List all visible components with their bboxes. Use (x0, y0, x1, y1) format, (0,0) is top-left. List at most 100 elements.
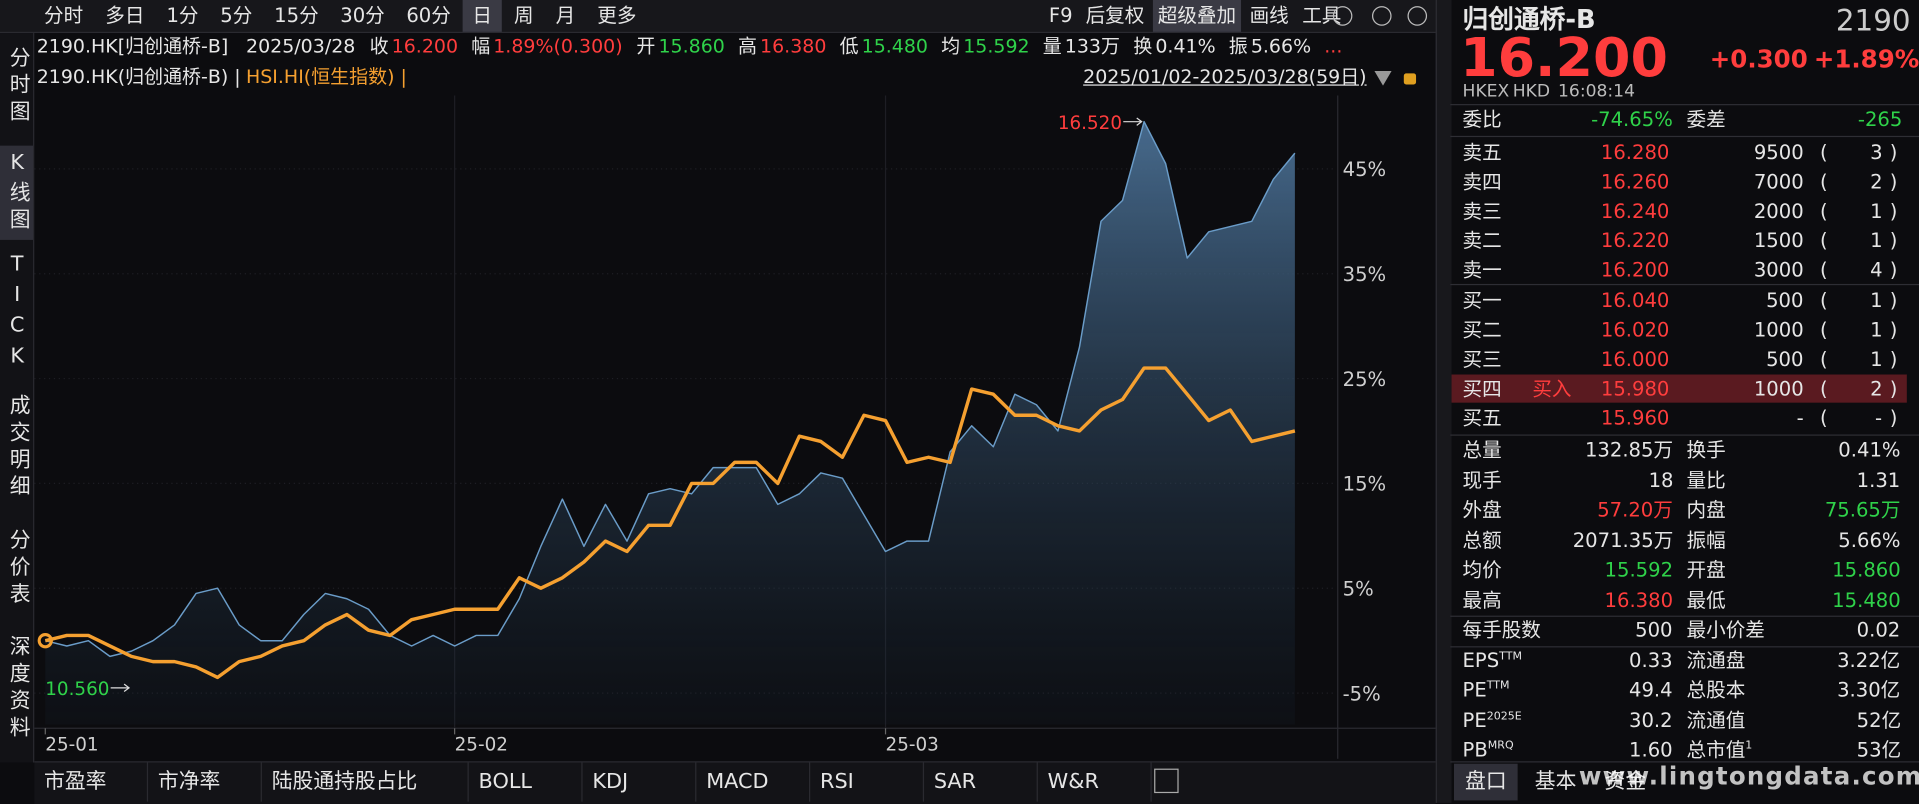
change: +0.300 (1709, 44, 1808, 74)
tool-button[interactable]: 超级叠加 (1152, 0, 1242, 32)
stat-value: 15.592 (1605, 560, 1674, 581)
stat-value: 15.860 (1832, 558, 1901, 582)
toolbar-icon[interactable] (1332, 6, 1353, 26)
tool-button[interactable]: 画线 (1249, 3, 1289, 27)
period-button[interactable]: 60分 (406, 3, 451, 27)
period-button[interactable]: 日 (462, 0, 502, 32)
date-range[interactable]: 2025/01/02-2025/03/28(59日) (1083, 66, 1367, 89)
indicator-tab[interactable]: W&R (1038, 762, 1152, 802)
tool-button[interactable]: 后复权 (1085, 3, 1145, 27)
sep (1450, 615, 1919, 617)
info-value: 1.89%(0.300) (493, 35, 623, 58)
range-arrow[interactable] (1374, 70, 1392, 86)
indicator-tab[interactable]: BOLL (469, 762, 583, 802)
stat-label: PETTM (1463, 680, 1510, 700)
stat-text: PE (1462, 708, 1487, 732)
period-button[interactable]: 5分 (220, 3, 253, 27)
side-tab[interactable]: 分时图 (4, 45, 30, 127)
book-volume: 500 (1766, 347, 1804, 371)
book-count: 4 (1870, 258, 1883, 282)
toolbar-icon[interactable] (1371, 6, 1392, 26)
sep (1450, 104, 1919, 106)
indicator-tab[interactable]: 市盈率 (34, 762, 149, 802)
book-price: 16.000 (1600, 347, 1670, 371)
panel-tab[interactable]: 基本 (1534, 769, 1577, 795)
period-button[interactable]: 30分 (340, 3, 385, 27)
stat-value: 1.31 (1857, 470, 1901, 491)
y-tick-label: 5% (1343, 578, 1374, 601)
panel-tab[interactable]: 盘口 (1453, 763, 1518, 801)
stat-text: 53亿 (1856, 738, 1902, 762)
stat-text: 49.4 (1629, 678, 1673, 702)
side-tab[interactable]: 分价表 (4, 528, 30, 609)
indicator-tab[interactable]: 陆股通持股占比 (262, 762, 469, 802)
stat-text: 15.860 (1832, 558, 1901, 582)
stat-text: 52亿 (1856, 708, 1902, 732)
stat-label: 现手 (1462, 468, 1502, 492)
panel-tab[interactable]: 资金 (1604, 769, 1647, 795)
book-volume: 3000 (1753, 258, 1804, 282)
stat-value: 18 (1648, 468, 1674, 492)
book-label: 卖一 (1462, 258, 1502, 282)
stat-text: 500 (1635, 618, 1673, 642)
stat-text: 132.85万 (1584, 438, 1674, 462)
stat-sup: TTM (1499, 650, 1522, 663)
indicator-tab[interactable]: SAR (924, 762, 1038, 802)
lock-icon[interactable] (1403, 73, 1417, 85)
book-volume: 1500 (1753, 228, 1804, 253)
side-tab[interactable]: 深度资料 (4, 635, 30, 743)
stat-value: 0.33 (1629, 650, 1673, 671)
stat-text: 现手 (1462, 468, 1502, 492)
period-button[interactable]: 15分 (274, 3, 319, 27)
stat-value: 16.380 (1605, 590, 1674, 611)
x-tick-label: 25-03 (886, 734, 939, 755)
stat-value: 75.65万 (1825, 500, 1901, 521)
period-button[interactable]: 更多 (597, 3, 637, 27)
period-button[interactable]: 分时 (44, 3, 84, 27)
symbol: 2190.HK[归创通桥-B] (36, 35, 229, 58)
stat-text: 量比 (1686, 468, 1726, 492)
y-tick-label: 45% (1343, 158, 1387, 181)
side-tab[interactable]: K线图 (0, 145, 34, 240)
stat-text: 18 (1648, 468, 1674, 492)
stat-label: 最低 (1687, 590, 1726, 611)
info-label: 幅 (471, 35, 491, 58)
bracket: ( (1819, 406, 1828, 430)
stat-label: 外盘 (1463, 500, 1502, 521)
stat-value: 1.60 (1629, 740, 1673, 760)
period-button[interactable]: 1分 (166, 3, 199, 27)
stat-text: 3.30亿 (1837, 678, 1901, 702)
stat-text: 最小价差 (1686, 618, 1765, 642)
stat-label: 开盘 (1687, 560, 1726, 581)
tool-button[interactable]: 工具 (1302, 3, 1342, 27)
change-pct: +1.89% (1813, 44, 1919, 74)
side-tab[interactable]: TICK (4, 252, 30, 375)
tool-button[interactable]: F9 (1048, 3, 1073, 27)
indicator-tab[interactable]: RSI (810, 762, 925, 802)
book-label: 买一 (1462, 288, 1502, 313)
book-label: 买二 (1462, 318, 1502, 342)
period-button[interactable]: 月 (555, 3, 576, 27)
period-button[interactable]: 多日 (105, 3, 145, 27)
info-value: 16.200 (391, 35, 459, 58)
stat-label: 总额 (1463, 530, 1502, 551)
bid-flag: 买入 (1532, 376, 1572, 401)
period-button[interactable]: 周 (514, 3, 534, 27)
stat-label: 振幅 (1687, 530, 1726, 551)
side-tab[interactable]: 成交明细 (4, 394, 30, 502)
info-label: 换 (1133, 35, 1153, 58)
add-tab[interactable] (1154, 768, 1179, 794)
info-value: 15.480 (861, 35, 929, 58)
annotation: 16.520 (1058, 113, 1122, 134)
indicator-tab[interactable]: 市净率 (148, 762, 262, 802)
indicator-tab[interactable]: KDJ (583, 762, 697, 802)
price: 16.200 (1460, 26, 1668, 90)
book-price: 16.240 (1600, 199, 1670, 223)
indicator-tab[interactable]: MACD (696, 762, 811, 802)
y-tick-label: 15% (1343, 473, 1387, 496)
toolbar-icon[interactable] (1407, 6, 1428, 26)
highlight-row (1451, 374, 1907, 403)
stat-text: 总股本 (1686, 678, 1746, 702)
stat-text: 均价 (1462, 558, 1502, 582)
